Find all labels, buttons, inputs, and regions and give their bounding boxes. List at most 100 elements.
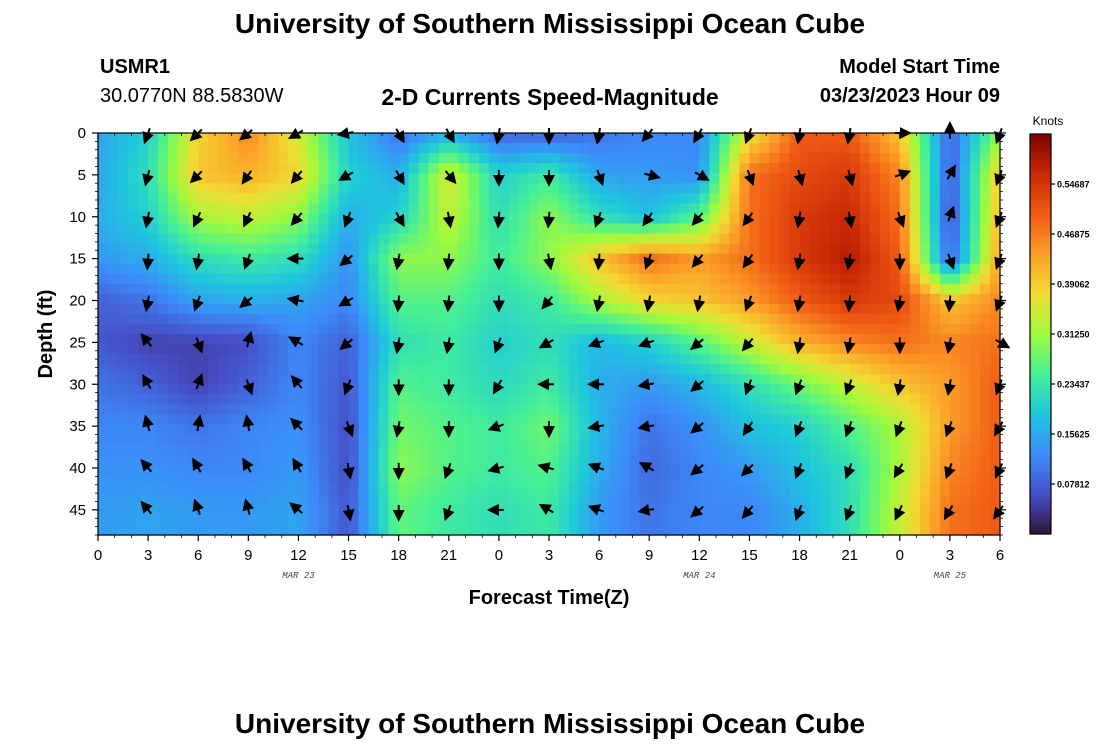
heatmap-cell (268, 444, 279, 456)
heatmap-cell (799, 404, 811, 415)
heatmap-cell (168, 313, 179, 325)
heatmap-cell (98, 243, 109, 255)
heatmap-cell (549, 504, 560, 516)
heatmap-cell (709, 394, 720, 405)
current-arrow (442, 295, 455, 313)
heatmap-cell (428, 344, 440, 355)
heatmap-cell (559, 253, 570, 265)
heatmap-cell (208, 444, 219, 456)
heatmap-cell (418, 524, 430, 536)
heatmap-cell (378, 243, 390, 255)
heatmap-cell (268, 293, 279, 305)
heatmap-cell (849, 323, 861, 335)
heatmap-cell (599, 334, 610, 345)
heatmap-cell (148, 213, 159, 225)
heatmap-cell (298, 323, 310, 335)
heatmap-cell (408, 354, 420, 365)
heatmap-cell (599, 474, 610, 486)
heatmap-cell (268, 233, 279, 245)
heatmap-cell (959, 323, 971, 335)
heatmap-cell (629, 484, 640, 496)
heatmap-cell (248, 404, 259, 415)
heatmap-cell (488, 283, 500, 295)
heatmap-cell (589, 203, 600, 214)
heatmap-cell (318, 344, 330, 355)
heatmap-cell (879, 223, 891, 235)
heatmap-cell (899, 334, 911, 345)
heatmap-cell (769, 293, 781, 305)
heatmap-cell (298, 143, 310, 154)
heatmap-cell (859, 283, 871, 295)
heatmap-cell (709, 464, 720, 476)
heatmap-cell (949, 504, 961, 516)
heatmap-cell (609, 283, 620, 295)
heatmap-cell (318, 364, 330, 375)
heatmap-cell (238, 404, 249, 415)
heatmap-cell (468, 424, 480, 436)
heatmap-cell (799, 283, 811, 295)
heatmap-cell (769, 444, 781, 456)
current-arrow (944, 164, 956, 180)
current-arrow (740, 463, 754, 477)
heatmap-cell (919, 514, 931, 526)
heatmap-cell (969, 133, 981, 144)
heatmap-cell (318, 273, 330, 285)
heatmap-cell (719, 133, 730, 144)
heatmap-cell (488, 404, 500, 415)
heatmap-cell (649, 223, 660, 235)
heatmap-cell (709, 474, 720, 486)
heatmap-cell (979, 424, 991, 436)
heatmap-cell (538, 364, 550, 375)
heatmap-cell (268, 354, 279, 365)
heatmap-cell (829, 223, 841, 235)
heatmap-cell (599, 484, 610, 496)
heatmap-cell (228, 394, 239, 405)
heatmap-cell (348, 303, 360, 315)
heatmap-cell (639, 444, 650, 456)
heatmap-cell (579, 143, 590, 154)
heatmap-cell (528, 404, 540, 415)
heatmap-cell (508, 524, 520, 536)
heatmap-cell (629, 233, 640, 245)
heatmap-cell (128, 213, 139, 225)
heatmap-cell (188, 474, 199, 486)
heatmap-cell (438, 283, 450, 295)
heatmap-cell (849, 133, 861, 144)
heatmap-cell (168, 504, 179, 516)
heatmap-cell (418, 354, 430, 365)
heatmap-cell (959, 133, 971, 144)
heatmap-cell (128, 414, 139, 426)
heatmap-cell (288, 153, 300, 164)
heatmap-cell (979, 474, 991, 486)
heatmap-cell (699, 404, 710, 415)
heatmap-cell (899, 143, 911, 154)
heatmap-cell (258, 394, 269, 405)
heatmap-cell (518, 153, 530, 164)
heatmap-cell (889, 273, 901, 285)
heatmap-cell (799, 243, 811, 255)
heatmap-cell (488, 434, 500, 446)
heatmap-cell (268, 504, 279, 516)
heatmap-cell (869, 354, 881, 365)
heatmap-cell (348, 323, 360, 335)
heatmap-cell (398, 384, 410, 395)
heatmap-cell (228, 364, 239, 375)
heatmap-cell (729, 173, 741, 184)
heatmap-cell (899, 193, 911, 204)
heatmap-cell (869, 484, 881, 496)
heatmap-cell (669, 474, 680, 486)
heatmap-cell (629, 183, 640, 194)
heatmap-cell (899, 223, 911, 235)
heatmap-cell (669, 273, 680, 285)
heatmap-cell (118, 243, 129, 255)
heatmap-cell (528, 424, 540, 436)
heatmap-cell (849, 143, 861, 154)
heatmap-cell (188, 163, 199, 174)
heatmap-cell (128, 143, 139, 154)
heatmap-cell (799, 313, 811, 325)
heatmap-cell (609, 323, 620, 335)
heatmap-cell (388, 313, 400, 325)
heatmap-cell (258, 424, 269, 436)
heatmap-cell (298, 153, 310, 164)
heatmap-cell (438, 404, 450, 415)
